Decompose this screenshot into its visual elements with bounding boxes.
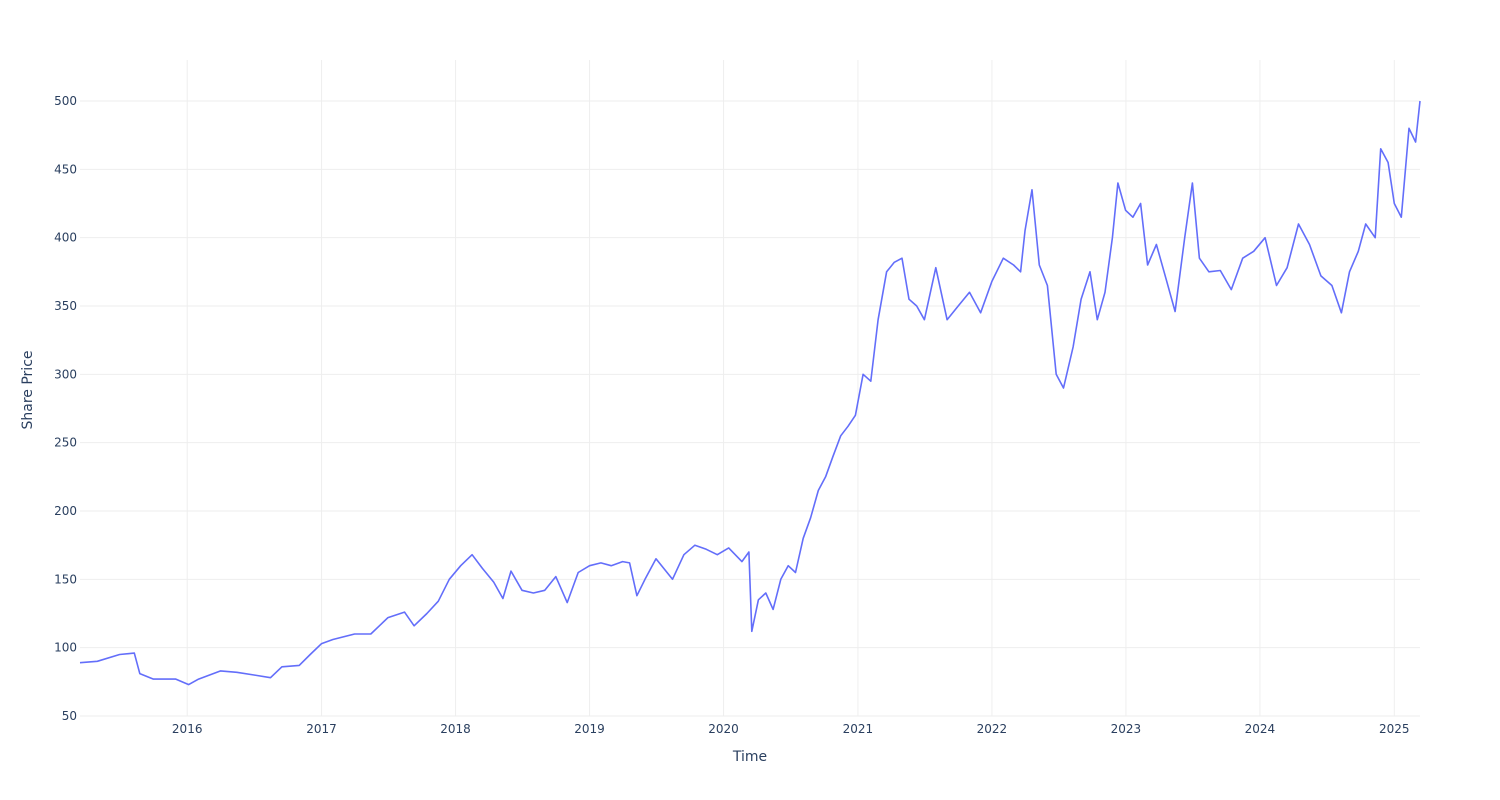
x-tick-label: 2016 — [172, 722, 203, 736]
y-tick-label: 500 — [54, 94, 77, 108]
y-tick-label: 50 — [62, 709, 77, 723]
x-tick-label: 2019 — [574, 722, 605, 736]
x-tick-label: 2018 — [440, 722, 471, 736]
y-tick-label: 150 — [54, 572, 77, 586]
y-tick-label: 350 — [54, 299, 77, 313]
y-axis-title: Share Price — [20, 350, 36, 429]
x-tick-label: 2022 — [977, 722, 1008, 736]
y-axis-tick-labels: 50 100 150 200 250 300 350 400 450 500 — [54, 94, 77, 723]
x-tick-label: 2020 — [708, 722, 739, 736]
x-tick-label: 2024 — [1245, 722, 1276, 736]
y-tick-label: 250 — [54, 436, 77, 450]
x-tick-label: 2025 — [1379, 722, 1410, 736]
x-tick-label: 2017 — [306, 722, 337, 736]
x-tick-label: 2021 — [843, 722, 874, 736]
price-series-line — [79, 100, 1421, 686]
y-tick-label: 400 — [54, 231, 77, 245]
y-tick-label: 100 — [54, 641, 77, 655]
x-axis-title: Time — [732, 749, 767, 765]
y-tick-label: 300 — [54, 367, 77, 381]
series-group — [79, 100, 1421, 686]
vertical-gridlines — [186, 60, 1395, 716]
horizontal-gridlines — [80, 100, 1420, 717]
y-tick-label: 450 — [54, 162, 77, 176]
y-tick-label: 200 — [54, 504, 77, 518]
x-tick-label: 2023 — [1111, 722, 1142, 736]
x-axis-tick-labels: 2016 2017 2018 2019 2020 2021 2022 2023 2024 2025 — [172, 722, 1410, 736]
